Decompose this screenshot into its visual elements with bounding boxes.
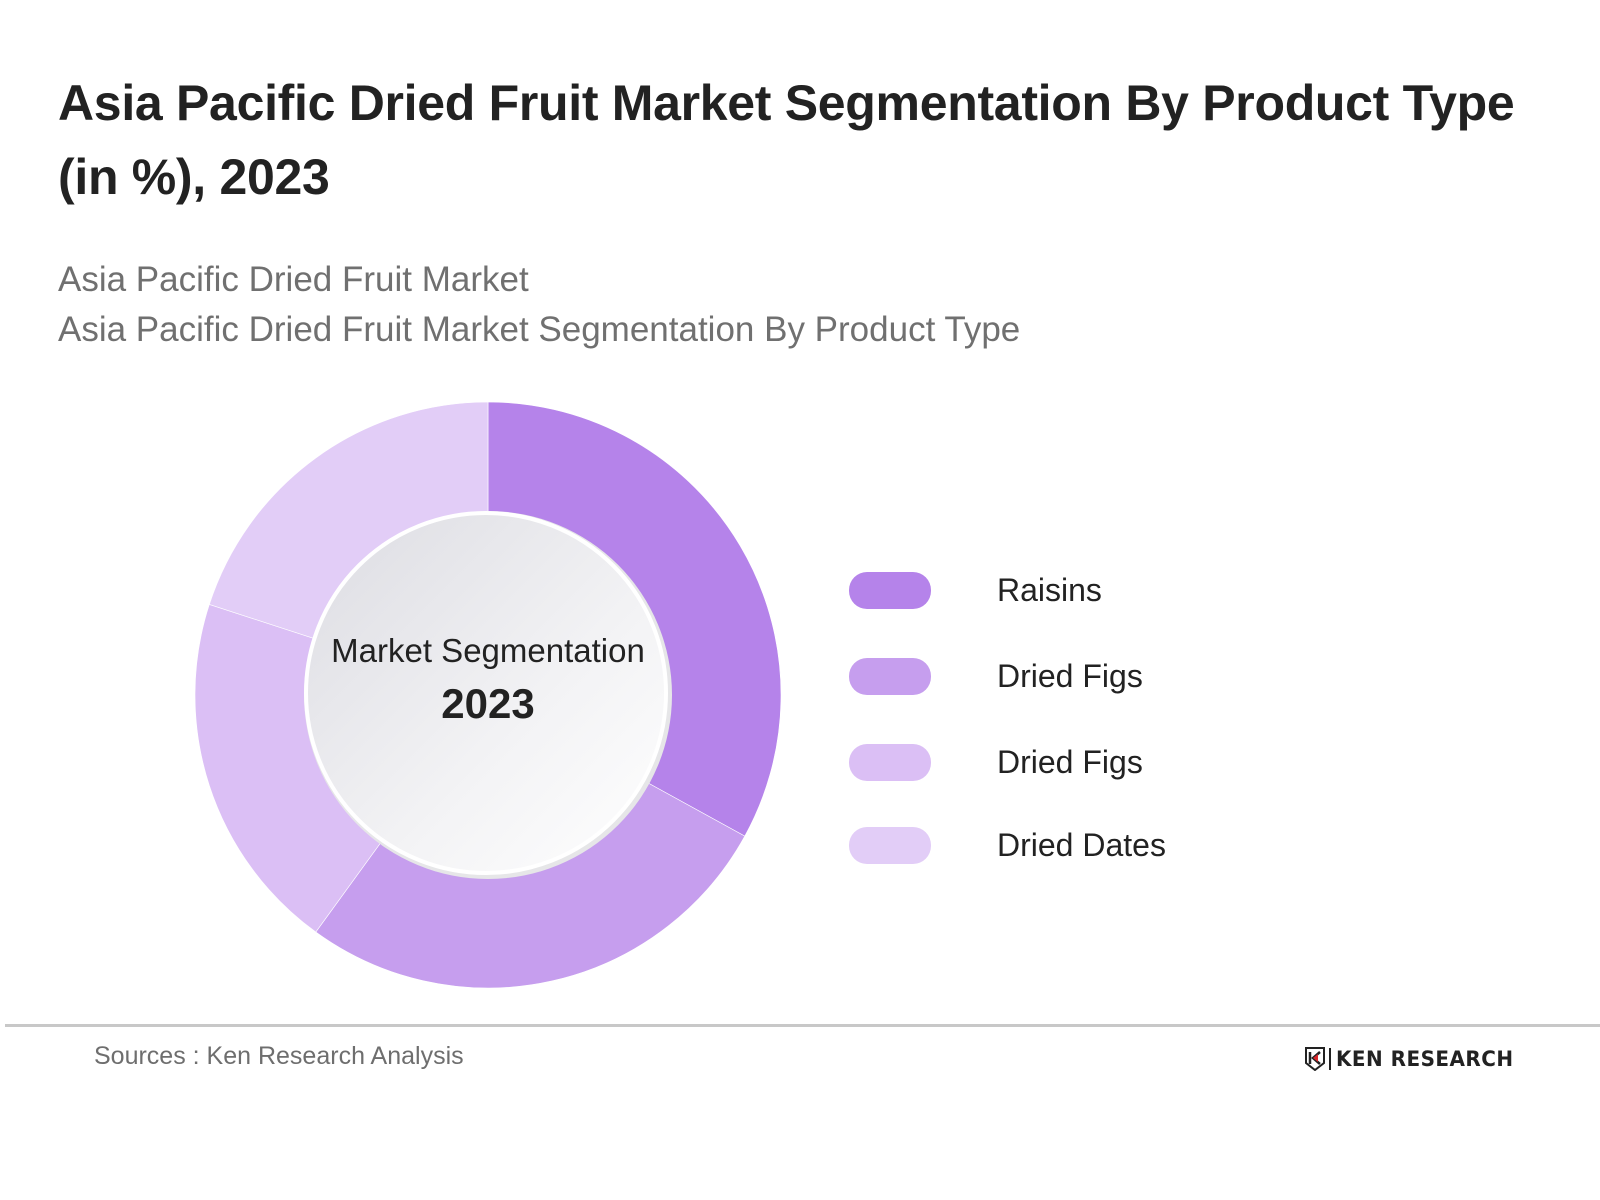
legend-item-raisins[interactable]: Raisins bbox=[849, 572, 1249, 609]
footer-divider bbox=[5, 1024, 1600, 1027]
legend-item-dried-figs[interactable]: Dried Figs bbox=[849, 658, 1249, 695]
source-note: Sources : Ken Research Analysis bbox=[94, 1042, 464, 1070]
ken-research-shield-icon bbox=[1305, 1047, 1325, 1071]
legend-label: Dried Figs bbox=[997, 658, 1143, 694]
logo-text: KEN RESEARCH bbox=[1336, 1047, 1514, 1071]
logo-separator bbox=[1329, 1048, 1331, 1070]
donut-slices bbox=[194, 401, 782, 989]
ken-research-logo: KEN RESEARCH bbox=[1305, 1047, 1523, 1071]
chart-subtitle-segmentation: Asia Pacific Dried Fruit Market Segmenta… bbox=[58, 310, 1021, 349]
legend-swatch bbox=[849, 744, 931, 781]
center-label-text: Market Segmentation bbox=[331, 632, 645, 669]
legend-swatch bbox=[849, 827, 931, 864]
center-circle bbox=[304, 511, 668, 875]
legend-swatch bbox=[849, 572, 931, 609]
center-label: Market Segmentation 2023 bbox=[288, 515, 688, 875]
donut-chart bbox=[194, 401, 782, 989]
legend-item-dried-figs-2[interactable]: Dried Figs bbox=[849, 744, 1249, 781]
chart-title: Asia Pacific Dried Fruit Market Segmenta… bbox=[58, 75, 1515, 205]
legend-label: Raisins bbox=[997, 572, 1102, 608]
legend-label: Dried Dates bbox=[997, 827, 1166, 863]
legend-swatch bbox=[849, 658, 931, 695]
legend-label: Dried Figs bbox=[997, 744, 1143, 780]
chart-subtitle-market: Asia Pacific Dried Fruit Market bbox=[58, 260, 529, 299]
legend-item-dried-dates[interactable]: Dried Dates bbox=[849, 827, 1249, 864]
center-label-year: 2023 bbox=[441, 680, 535, 727]
